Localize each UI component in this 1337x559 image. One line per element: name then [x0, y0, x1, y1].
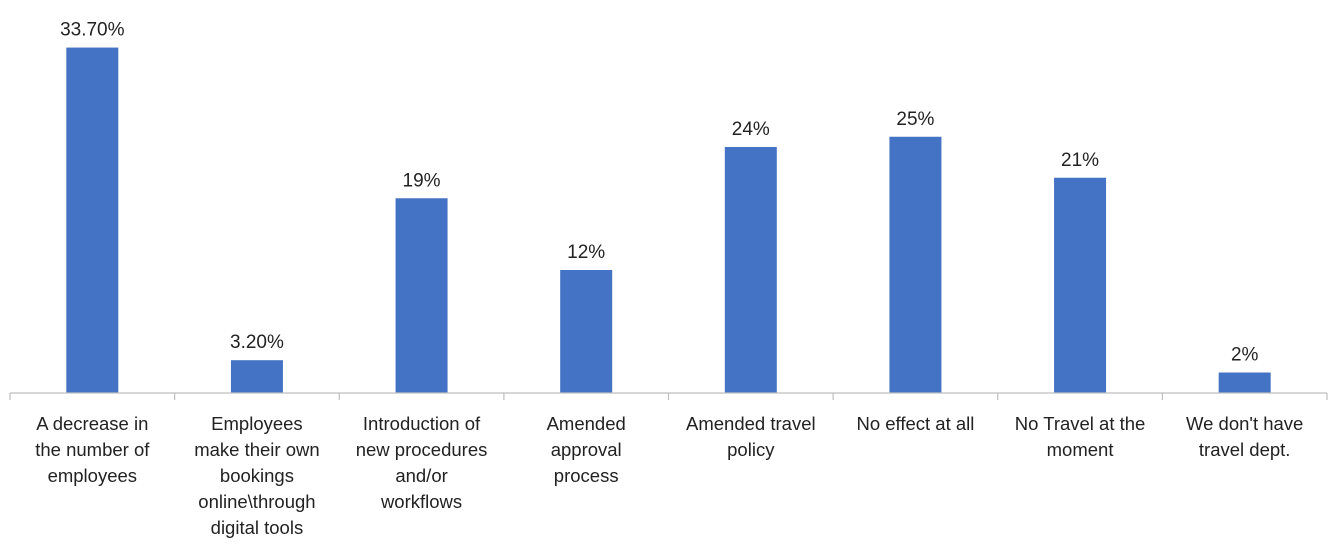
bar-4 [560, 270, 613, 393]
category-label-line: No effect at all [856, 413, 974, 434]
category-label-line: and/or [395, 465, 447, 486]
category-label-line: make their own [194, 439, 319, 460]
category-label-7: No Travel at the moment [1015, 413, 1146, 460]
data-label-4: 12% [567, 242, 605, 263]
category-label-1: A decrease in the number of employees [35, 413, 150, 486]
category-label-line: the number of [35, 439, 150, 460]
bars-group [66, 47, 1271, 393]
category-label-line: Introduction of [363, 413, 481, 434]
category-label-line: online\through [198, 491, 315, 512]
category-label-line: bookings [220, 465, 294, 486]
category-label-4: Amended approval process [547, 413, 626, 486]
x-axis [9, 392, 1328, 400]
data-label-7: 21% [1061, 150, 1099, 171]
data-label-6: 25% [896, 109, 934, 130]
category-label-line: digital tools [211, 517, 304, 538]
category-label-line: travel dept. [1199, 439, 1291, 460]
bar-2 [230, 360, 283, 393]
bar-1 [66, 47, 119, 393]
bar-6 [889, 136, 942, 393]
category-label-2: Employees make their own bookings online\th… [194, 413, 319, 538]
data-label-2: 3.20% [230, 332, 284, 353]
category-label-line: Amended travel [686, 413, 816, 434]
category-label-line: We don't have [1186, 413, 1303, 434]
bar-7 [1054, 177, 1107, 393]
category-label-6: No effect at all [856, 413, 974, 434]
category-label-line: moment [1047, 439, 1114, 460]
category-label-line: No Travel at the [1015, 413, 1146, 434]
category-label-5: Amended travel policy [686, 413, 816, 460]
bar-8 [1218, 372, 1271, 393]
category-label-line: workflows [380, 491, 462, 512]
data-labels-group: 33.70% 3.20% 19% 12% 24% 25% 21% 2% [60, 20, 1258, 366]
category-label-8: We don't have travel dept. [1186, 413, 1303, 460]
data-label-1: 33.70% [60, 20, 125, 41]
category-label-line: process [554, 465, 619, 486]
category-label-line: A decrease in [36, 413, 148, 434]
data-label-3: 19% [403, 170, 441, 191]
bar-3 [395, 198, 448, 393]
data-label-8: 2% [1231, 345, 1259, 366]
category-label-line: Amended [547, 413, 626, 434]
bar-5 [724, 147, 777, 393]
category-label-line: Employees [211, 413, 303, 434]
category-label-line: policy [727, 439, 775, 460]
category-label-3: Introduction of new procedures and/or workf… [356, 413, 488, 512]
data-label-5: 24% [732, 119, 770, 140]
category-label-line: new procedures [356, 439, 488, 460]
category-label-line: employees [48, 465, 137, 486]
category-label-line: approval [551, 439, 622, 460]
category-labels-group: A decrease in the number of employees Emplo… [35, 413, 1303, 538]
